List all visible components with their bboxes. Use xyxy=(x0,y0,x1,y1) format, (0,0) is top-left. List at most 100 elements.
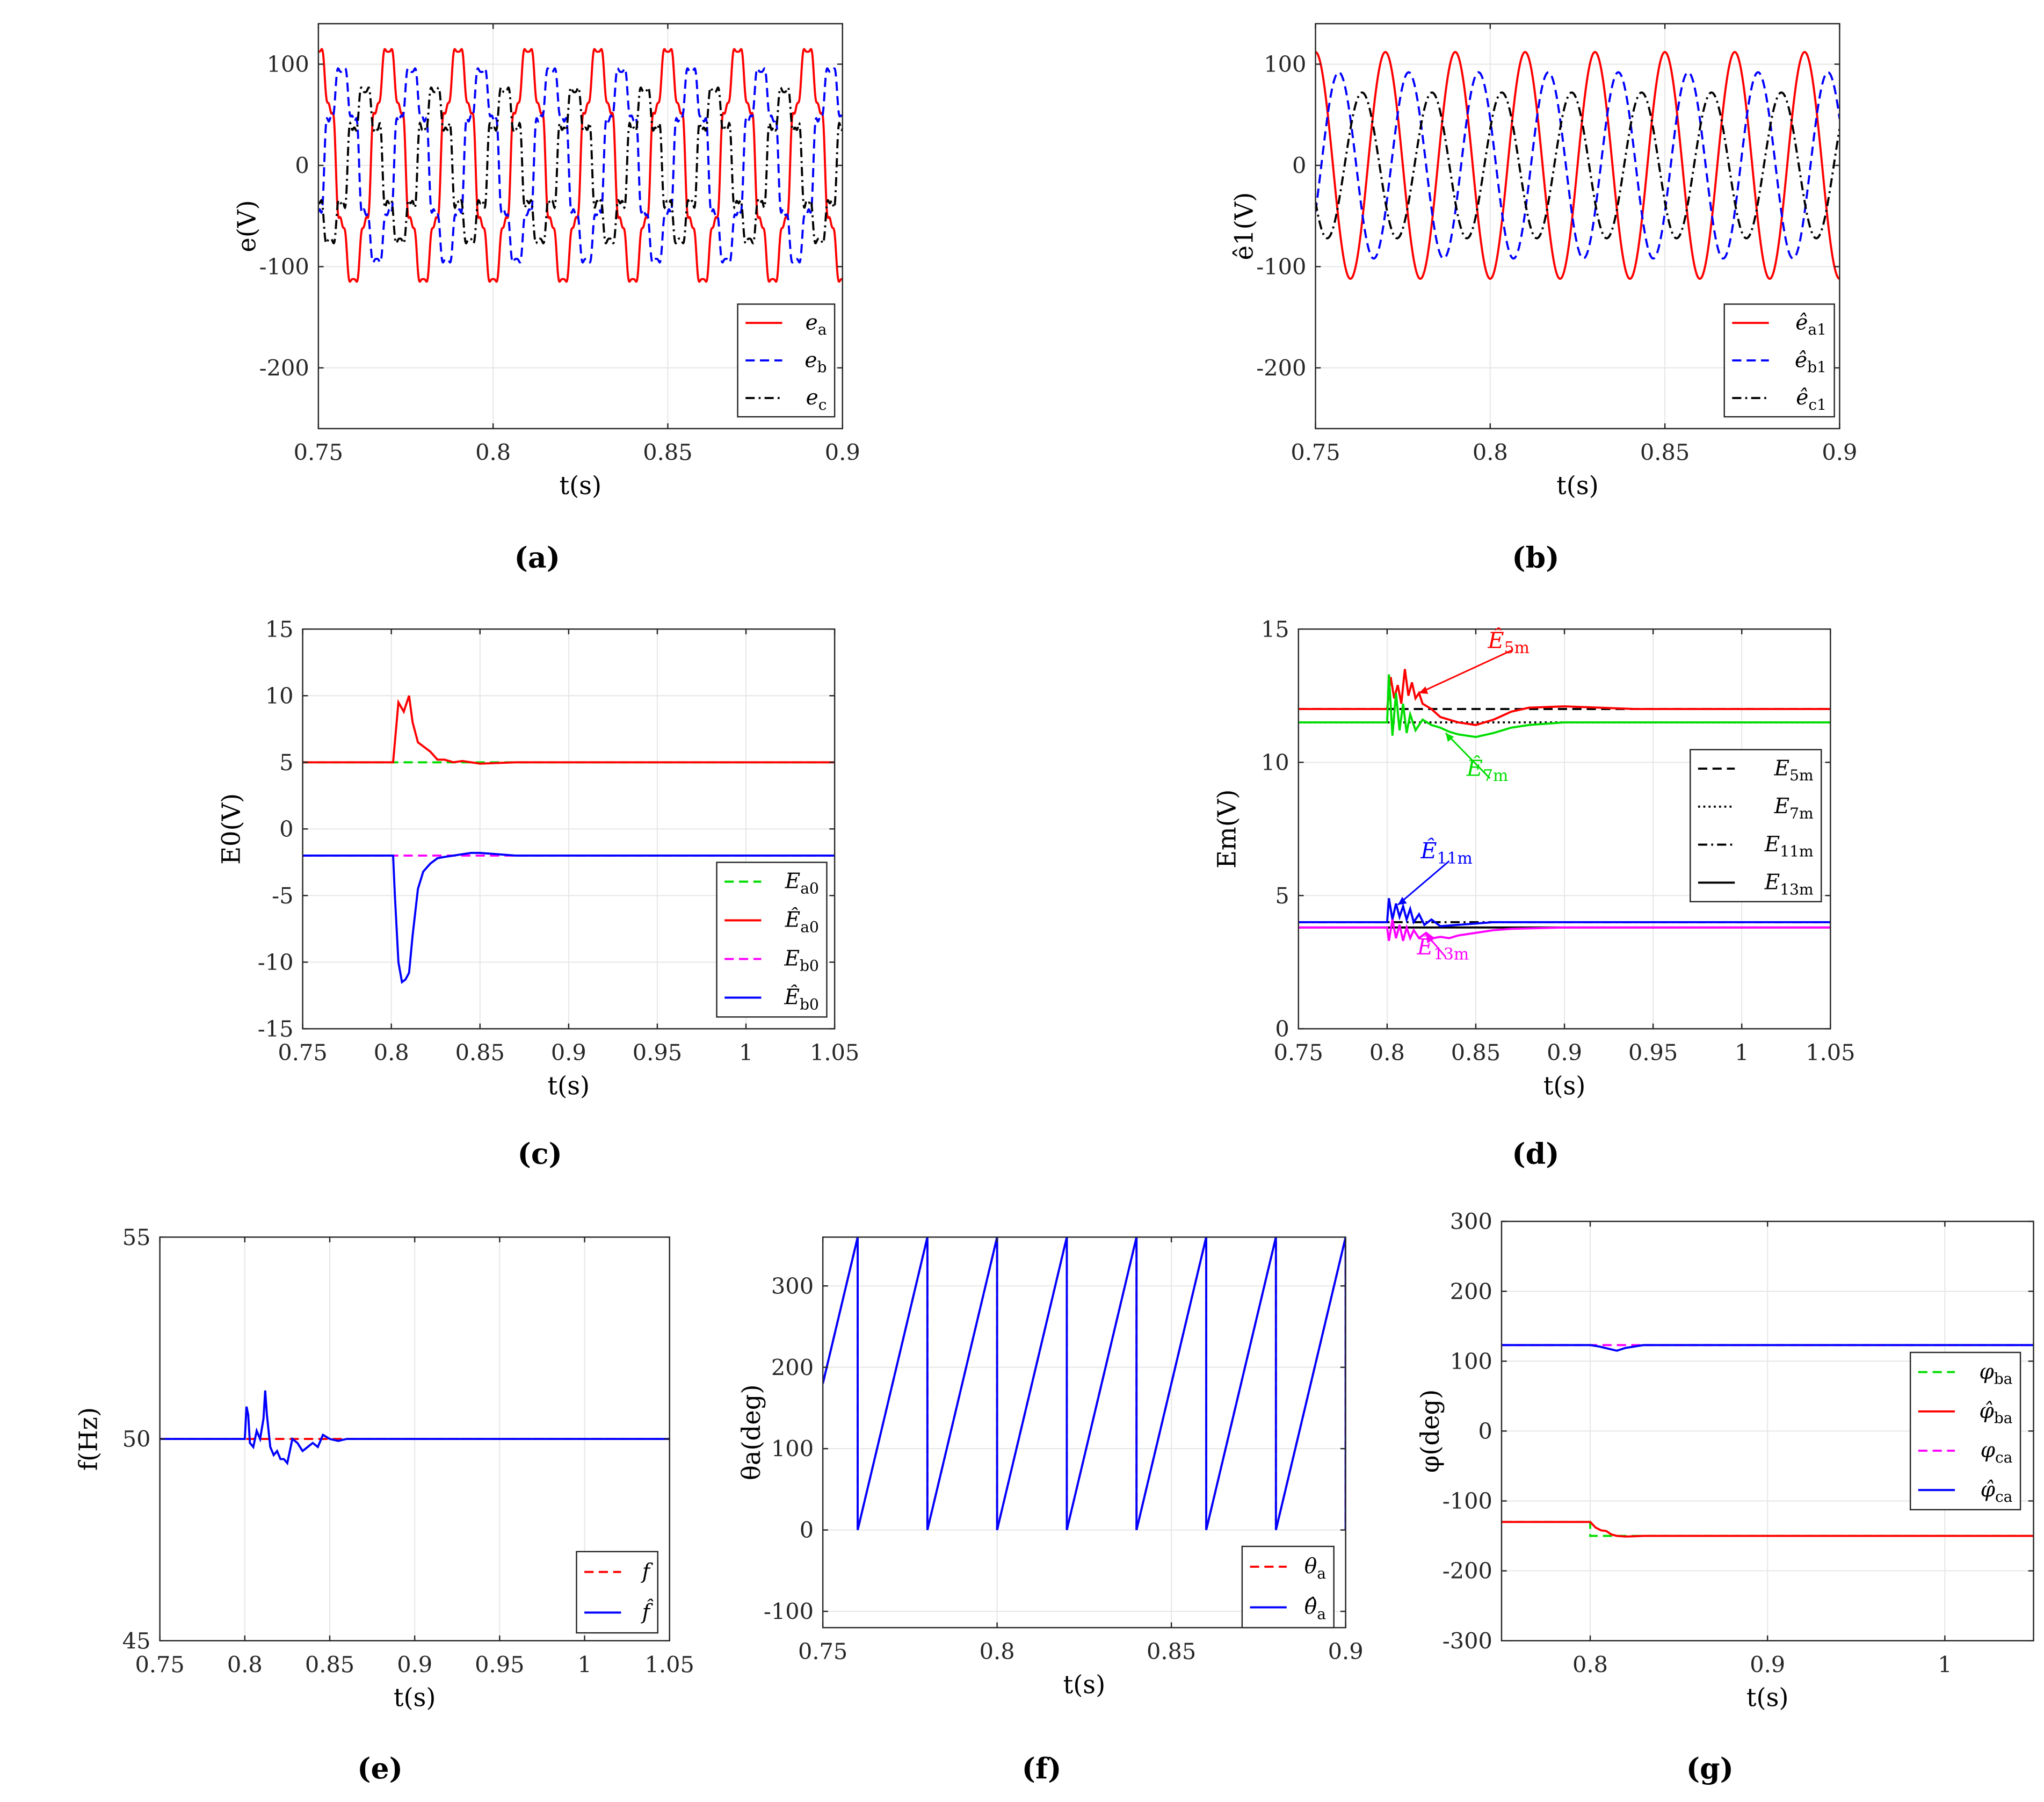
y-axis-label: f(Hz) xyxy=(74,1407,103,1471)
legend-entry-label: θa xyxy=(1304,1554,1326,1582)
x-tick-label: 0.95 xyxy=(633,1040,682,1066)
legend-box xyxy=(1241,1545,1335,1629)
annotation-label: Ê5m xyxy=(1487,627,1530,657)
legend-box xyxy=(716,862,828,1018)
series-group xyxy=(1298,669,1831,942)
chart-panel-a: 0.75 0.8 0.85 0.9 -200 -100 0 100 t(s) e(V) ea eb ec… xyxy=(233,23,860,575)
y-tick-label: -300 xyxy=(1443,1628,1492,1654)
axes-box xyxy=(822,1236,1346,1629)
chart-panel-c: 0.75 0.8 0.85 0.9 0.95 1 1.05 -15 -10 -5 0 5 10 15 t(s… xyxy=(216,617,859,1171)
annotation-arrowhead xyxy=(1426,934,1434,944)
y-tick-label: -200 xyxy=(1256,356,1306,381)
y-tick-label: 0 xyxy=(1292,153,1306,179)
y-axis-label: e(V) xyxy=(233,200,262,252)
panel-label: (c) xyxy=(517,1137,562,1171)
y-axis-label: θa(deg) xyxy=(737,1385,766,1480)
legend-box xyxy=(1909,1351,2021,1510)
y-tick-label: 0 xyxy=(1478,1419,1492,1444)
x-tick-label: 0.75 xyxy=(1274,1040,1323,1066)
y-tick-label: -100 xyxy=(764,1599,814,1625)
legend-entry-label: φ̂ca xyxy=(1981,1478,2013,1506)
series-line-Ê5m xyxy=(1298,669,1831,726)
legend: ff̂ xyxy=(576,1551,658,1634)
x-axis-label: t(s) xyxy=(1556,471,1599,500)
legend-entry-label: Eb0 xyxy=(784,947,818,975)
y-tick-label: -15 xyxy=(258,1016,294,1042)
x-tick-label: 0.75 xyxy=(135,1652,184,1677)
legend-entry-label: êb1 xyxy=(1795,348,1826,376)
y-tick-label: 200 xyxy=(771,1355,814,1380)
series-group xyxy=(302,695,835,985)
panel-label: (g) xyxy=(1686,1752,1734,1785)
annotation-arrow xyxy=(1445,732,1491,779)
legend-entry-label: ec xyxy=(806,386,827,414)
legend-entry-label: E5m xyxy=(1774,756,1814,784)
x-tick-label: 0.9 xyxy=(397,1652,432,1677)
legend-box xyxy=(1690,749,1822,902)
series-line-êb1 xyxy=(1315,71,1840,260)
x-axis-label: t(s) xyxy=(394,1683,436,1712)
axes-box xyxy=(317,23,843,430)
legend-entry-label: θ̂a xyxy=(1304,1595,1326,1623)
legend-entry-label: Ea0 xyxy=(785,870,819,898)
series-line-Ê13m xyxy=(1298,919,1831,942)
legend-entry-label: E7m xyxy=(1774,794,1814,822)
chart-panel-b: 0.75 0.8 0.85 0.9 -200 -100 0 100 t(s) ê1(V) êa1 êb… xyxy=(1229,23,1857,575)
x-axis-label: t(s) xyxy=(560,471,602,500)
y-axis-label: Em(V) xyxy=(1213,790,1242,869)
x-tick-label: 1.05 xyxy=(810,1040,859,1066)
x-tick-label: 1 xyxy=(1735,1040,1749,1066)
series-line-eb xyxy=(318,67,843,264)
y-tick-label: 300 xyxy=(771,1273,814,1299)
legend: E5m E7m E11m E13m xyxy=(1690,749,1822,902)
x-tick-label: 0.85 xyxy=(1640,440,1690,466)
annotation-label: Ê11m xyxy=(1420,837,1473,868)
y-tick-label: 45 xyxy=(122,1628,151,1654)
series-group xyxy=(1501,1344,2034,1538)
y-tick-label: 0 xyxy=(800,1517,814,1543)
legend: Ea0 Êa0 Eb0 Êb0 xyxy=(716,862,828,1018)
x-tick-label: 1 xyxy=(577,1652,591,1677)
x-axis-label: t(s) xyxy=(548,1071,590,1100)
y-tick-label: -100 xyxy=(259,254,309,280)
y-tick-label: 10 xyxy=(265,683,294,709)
legend-entry-label: ea xyxy=(806,310,827,338)
series-line-φ̂ba xyxy=(1501,1521,2034,1538)
y-tick-label: -100 xyxy=(1256,254,1306,280)
legend: êa1 êb1 êc1 xyxy=(1723,303,1835,418)
x-tick-label: 0.95 xyxy=(475,1652,524,1677)
y-tick-label: 10 xyxy=(1261,750,1289,776)
annotation-arrowhead xyxy=(1397,896,1407,905)
chart-panel-d: 0.75 0.8 0.85 0.9 0.95 1 1.05 0 5 10 15 t(s) Em(V) E5… xyxy=(1213,617,1855,1171)
y-tick-label: 100 xyxy=(771,1436,814,1462)
chart-panel-f: 0.75 0.8 0.85 0.9 -100 0 100 200 300 t(s) θa(deg) θ… xyxy=(737,1236,1364,1785)
panel-label: (d) xyxy=(1512,1137,1559,1171)
x-tick-label: 0.75 xyxy=(278,1040,327,1066)
x-tick-label: 0.8 xyxy=(1572,1652,1608,1677)
legend-entry-label: Êb0 xyxy=(784,985,818,1014)
y-tick-label: -10 xyxy=(258,950,294,975)
panel-label: (f) xyxy=(1022,1752,1062,1785)
y-tick-label: 300 xyxy=(1450,1209,1492,1235)
annotation-label: Ê13m xyxy=(1417,933,1469,964)
series-group xyxy=(823,1237,1346,1531)
annotation-arrow xyxy=(1397,860,1450,906)
annotation-label: Ê7m xyxy=(1466,755,1509,785)
x-tick-label: 0.75 xyxy=(1291,440,1340,466)
y-tick-label: 100 xyxy=(1450,1349,1492,1374)
panel-label: (a) xyxy=(514,541,561,575)
legend-entry-label: φba xyxy=(1979,1360,2012,1388)
x-tick-label: 0.75 xyxy=(294,440,343,466)
y-tick-label: 0 xyxy=(295,153,309,179)
series-line-Êb0 xyxy=(302,852,835,985)
x-axis-label: t(s) xyxy=(1063,1670,1106,1699)
series-line-ea xyxy=(318,48,843,283)
series-group xyxy=(1315,50,1840,280)
x-tick-label: 0.9 xyxy=(825,440,860,466)
x-tick-label: 1.05 xyxy=(645,1652,694,1677)
y-tick-label: 5 xyxy=(279,750,293,776)
series-group xyxy=(318,48,843,283)
x-tick-label: 0.8 xyxy=(980,1639,1015,1665)
legend-entry-label: E11m xyxy=(1764,833,1814,860)
y-tick-label: 200 xyxy=(1450,1279,1492,1305)
